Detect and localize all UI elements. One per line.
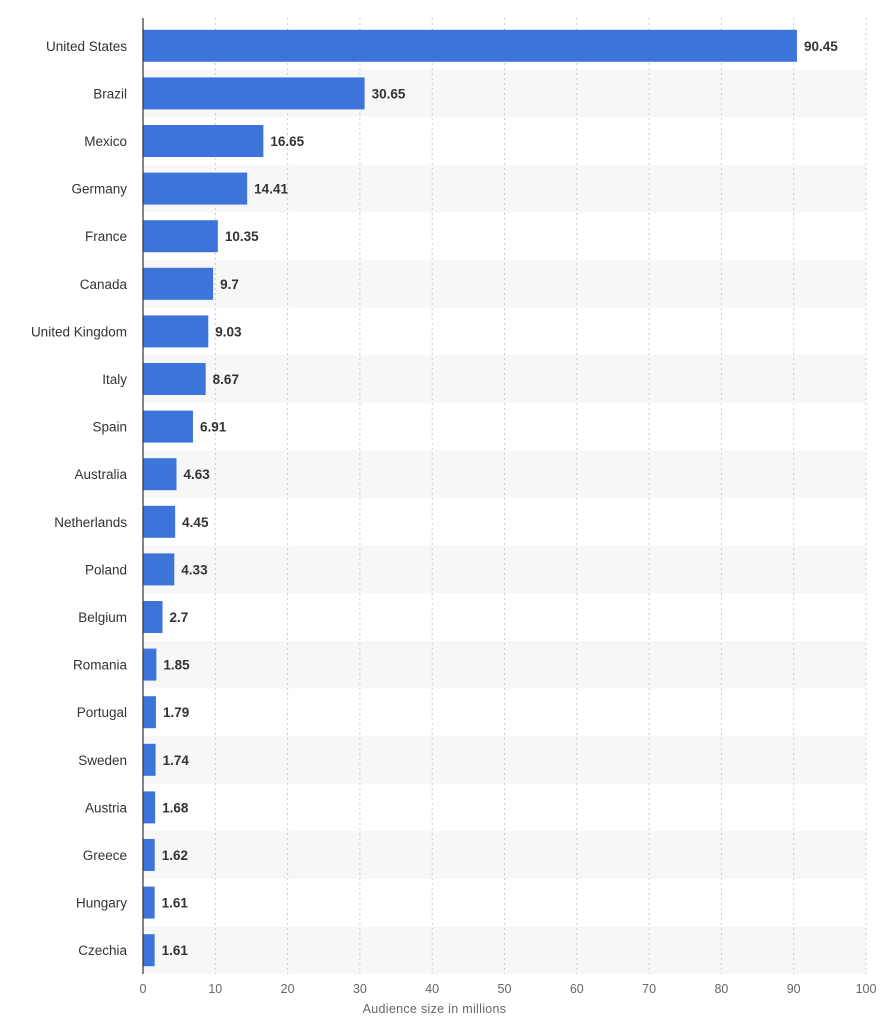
category-label: Italy (102, 372, 127, 387)
value-label: 1.79 (163, 705, 189, 720)
category-labels: United States Brazil Mexico Germany France Ca… (31, 39, 128, 958)
bar (143, 172, 248, 205)
bar (143, 791, 156, 824)
category-label: United States (46, 39, 127, 54)
value-label: 1.61 (162, 943, 189, 958)
bar (143, 125, 264, 157)
bar (143, 934, 155, 967)
bar (143, 77, 365, 110)
category-label: Netherlands (54, 515, 127, 530)
x-tick-label: 90 (787, 982, 801, 996)
x-axis-title: Audience size in millions (363, 1002, 507, 1016)
bar (143, 410, 193, 443)
bar (143, 696, 156, 729)
category-label: Czechia (78, 943, 127, 958)
bars (143, 29, 797, 967)
x-tick-label: 80 (714, 982, 728, 996)
x-tick-label: 100 (856, 982, 877, 996)
category-label: Canada (80, 277, 128, 292)
x-tick-label: 0 (140, 982, 147, 996)
value-label: 4.63 (183, 467, 210, 482)
x-tick-label: 70 (642, 982, 656, 996)
bar (143, 839, 155, 871)
value-label: 9.03 (215, 324, 242, 339)
category-label: Brazil (93, 86, 127, 101)
value-label: 6.91 (200, 420, 227, 435)
category-label: United Kingdom (31, 324, 127, 339)
category-label: Germany (71, 182, 127, 197)
category-label: Sweden (78, 753, 127, 768)
category-label: Mexico (84, 134, 127, 149)
value-label: 8.67 (213, 372, 239, 387)
value-label: 14.41 (254, 182, 288, 197)
category-label: Austria (85, 800, 128, 815)
x-tick-label: 40 (425, 982, 439, 996)
value-label: 30.65 (372, 86, 406, 101)
x-tick-label: 60 (570, 982, 584, 996)
bar (143, 363, 206, 395)
category-label: Romania (73, 658, 128, 673)
value-label: 16.65 (270, 134, 304, 149)
value-label: 10.35 (225, 229, 259, 244)
x-tick-label: 20 (281, 982, 295, 996)
value-label: 1.74 (163, 753, 190, 768)
category-label: France (85, 229, 127, 244)
x-tick-label: 30 (353, 982, 367, 996)
value-label: 90.45 (804, 39, 838, 54)
bar (143, 267, 214, 300)
bar (143, 601, 163, 633)
category-label: Belgium (78, 610, 127, 625)
x-tick-label: 10 (208, 982, 222, 996)
gridlines (214, 18, 867, 974)
value-label: 9.7 (220, 277, 239, 292)
value-label: 4.45 (182, 515, 209, 530)
bar (143, 315, 209, 348)
value-label: 1.62 (162, 848, 188, 863)
value-labels: 90.45 30.65 16.65 14.41 10.35 9.7 9.03 8.67 6.91… (162, 39, 839, 958)
bar (143, 886, 155, 919)
category-label: Australia (74, 467, 127, 482)
value-label: 1.68 (162, 800, 189, 815)
x-tick-label: 50 (498, 982, 512, 996)
category-label: Hungary (76, 896, 127, 911)
value-label: 1.61 (162, 896, 189, 911)
value-label: 4.33 (181, 562, 208, 577)
category-label: Portugal (77, 705, 127, 720)
category-label: Poland (85, 562, 127, 577)
bar (143, 29, 797, 62)
category-label: Greece (83, 848, 127, 863)
bar (143, 743, 156, 776)
bar (143, 553, 175, 586)
bar (143, 648, 157, 681)
category-label: Spain (92, 420, 127, 435)
bar (143, 505, 176, 538)
bar (143, 220, 218, 253)
value-label: 1.85 (163, 658, 190, 673)
value-label: 2.7 (170, 610, 189, 625)
bar (143, 458, 177, 491)
x-tick-labels: 0 10 20 30 40 50 60 70 80 90 100 (140, 982, 877, 996)
